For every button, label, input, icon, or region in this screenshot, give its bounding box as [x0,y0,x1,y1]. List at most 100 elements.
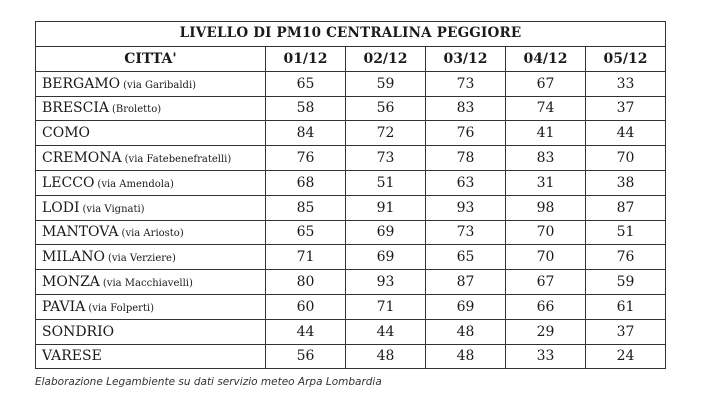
city-cell: BERGAMO (via Garibaldi) [35,70,266,97]
pm10-value-cell: 63 [425,169,506,196]
station-location: (via Garibaldi) [123,79,197,91]
pm10-value-cell: 65 [265,219,346,246]
city-name: MILANO [42,249,105,266]
pm10-value-cell: 85 [265,194,346,221]
city-cell: MONZA (via Macchiavelli) [35,269,266,295]
pm10-value-cell: 72 [345,120,426,147]
column-header-date: 04/12 [505,46,586,72]
column-header-city: CITTA' [35,46,266,72]
pm10-value-cell: 98 [505,194,586,221]
city-name: BRESCIA [42,100,109,117]
table-title: LIVELLO DI PM10 CENTRALINA PEGGIORE [35,21,666,47]
city-name: SONDRIO [42,323,115,340]
pm10-value-cell: 56 [345,95,426,122]
pm10-table-container: LIVELLO DI PM10 CENTRALINA PEGGIORE CITT… [35,21,666,370]
pm10-value-cell: 91 [345,194,426,221]
pm10-value-cell: 44 [265,318,346,345]
pm10-value-cell: 71 [345,293,426,320]
pm10-value-cell: 70 [505,219,586,246]
pm10-value-cell: 41 [505,120,586,147]
pm10-value-cell: 78 [425,145,506,171]
pm10-value-cell: 80 [265,269,346,295]
pm10-value-cell: 69 [345,244,426,271]
pm10-value-cell: 70 [585,145,666,171]
pm10-value-cell: 73 [425,70,506,97]
table-title-row: LIVELLO DI PM10 CENTRALINA PEGGIORE [35,21,666,47]
pm10-value-cell: 69 [345,219,426,246]
city-cell: VARESE [35,343,266,370]
pm10-value-cell: 76 [585,244,666,271]
pm10-value-cell: 37 [585,95,666,122]
pm10-value-cell: 65 [425,244,506,271]
city-name: MANTOVA [42,224,119,241]
pm10-value-cell: 59 [585,269,666,295]
pm10-value-cell: 33 [585,70,666,97]
city-name: BERGAMO [42,75,121,92]
pm10-value-cell: 24 [585,343,666,370]
pm10-value-cell: 60 [265,293,346,320]
city-cell: SONDRIO [35,318,266,345]
pm10-value-cell: 48 [345,343,426,370]
pm10-value-cell: 33 [505,343,586,370]
pm10-value-cell: 93 [345,269,426,295]
column-header-date: 02/12 [345,46,426,72]
column-header-date: 01/12 [265,46,346,72]
column-header-date: 03/12 [425,46,506,72]
pm10-value-cell: 76 [265,145,346,171]
table-row: SONDRIO 44 44 48 29 37 [35,318,666,345]
table-row: LECCO (via Amendola) 68 51 63 31 38 [35,169,666,196]
pm10-value-cell: 48 [425,318,506,345]
station-location: (via Folperti) [88,302,155,314]
table-row: MANTOVA (via Ariosto) 65 69 73 70 51 [35,219,666,246]
pm10-value-cell: 44 [585,120,666,147]
pm10-value-cell: 29 [505,318,586,345]
pm10-table: LIVELLO DI PM10 CENTRALINA PEGGIORE CITT… [35,21,666,370]
city-name: CREMONA [42,150,122,167]
pm10-value-cell: 76 [425,120,506,147]
city-cell: LODI (via Vignati) [35,194,266,221]
city-name: LECCO [42,174,95,191]
pm10-value-cell: 58 [265,95,346,122]
table-body: BERGAMO (via Garibaldi) 65 59 73 67 33 BRESCIA(… [35,70,666,370]
table-row: LODI (via Vignati) 85 91 93 98 87 [35,194,666,221]
pm10-value-cell: 74 [505,95,586,122]
pm10-value-cell: 61 [585,293,666,320]
pm10-value-cell: 83 [425,95,506,122]
pm10-value-cell: 87 [425,269,506,295]
pm10-value-cell: 51 [585,219,666,246]
station-location: (via Ariosto) [121,228,184,240]
pm10-value-cell: 37 [585,318,666,345]
pm10-value-cell: 73 [425,219,506,246]
pm10-value-cell: 70 [505,244,586,271]
city-cell: COMO [35,120,266,147]
pm10-value-cell: 68 [265,169,346,196]
table-row: MILANO (via Verziere) 71 69 65 70 76 [35,244,666,271]
table-row: COMO 84 72 76 41 44 [35,120,666,147]
station-location: (via Amendola) [97,178,174,190]
pm10-value-cell: 59 [345,70,426,97]
pm10-value-cell: 69 [425,293,506,320]
table-header-row: CITTA' 01/12 02/12 03/12 04/12 05/12 [35,46,666,72]
pm10-value-cell: 65 [265,70,346,97]
station-location: (Broletto) [112,104,162,116]
city-name: COMO [42,125,91,142]
station-location: (via Vignati) [82,203,145,215]
column-header-date: 05/12 [585,46,666,72]
pm10-value-cell: 31 [505,169,586,196]
pm10-value-cell: 48 [425,343,506,370]
pm10-value-cell: 44 [345,318,426,345]
city-name: VARESE [42,348,102,365]
city-name: PAVIA [42,298,86,315]
city-cell: PAVIA (via Folperti) [35,293,266,320]
city-cell: LECCO (via Amendola) [35,169,266,196]
pm10-value-cell: 67 [505,70,586,97]
city-name: LODI [42,199,80,216]
table-row: VARESE 56 48 48 33 24 [35,343,666,370]
pm10-value-cell: 38 [585,169,666,196]
table-row: BERGAMO (via Garibaldi) 65 59 73 67 33 [35,70,666,97]
pm10-value-cell: 67 [505,269,586,295]
station-location: (via Fatebenefratelli) [124,154,232,166]
city-cell: MANTOVA (via Ariosto) [35,219,266,246]
pm10-value-cell: 83 [505,145,586,171]
station-location: (via Verziere) [108,253,176,265]
